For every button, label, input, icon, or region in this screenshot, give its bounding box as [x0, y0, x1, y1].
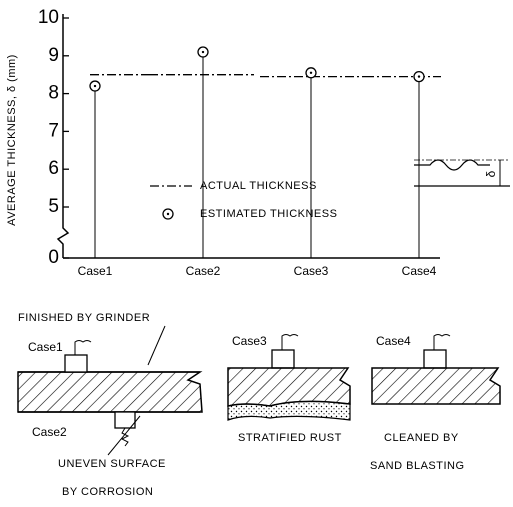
- x-tick-label: Case4: [402, 264, 437, 278]
- plate: [228, 368, 350, 406]
- legend: ACTUAL THICKNESS ESTIMATED THICKNESS: [150, 180, 337, 220]
- y-tick-label: 0: [48, 247, 59, 268]
- diagram-label: Case2: [32, 425, 67, 439]
- diagram-label: SAND BLASTING: [370, 460, 465, 472]
- diagram-panel: Case4 CLEANED BY SAND BLASTING: [370, 334, 500, 472]
- chart: AVERAGE THICKNESS, δ (mm) ACTUAL THICKNE…: [0, 0, 513, 507]
- diagram-panel: Case3 STRATIFIED RUST: [228, 334, 350, 444]
- diagram-label: STRATIFIED RUST: [238, 432, 342, 444]
- legend-label: ESTIMATED THICKNESS: [200, 208, 337, 220]
- estimated-marker-dot: [310, 72, 312, 74]
- diagram-label: UNEVEN SURFACE: [58, 458, 166, 470]
- diagram-label: Case4: [376, 334, 411, 348]
- diagram-label: CLEANED BY: [384, 432, 459, 444]
- diagram-label: FINISHED BY GRINDER: [18, 312, 150, 324]
- inset-sketch: δ: [414, 160, 510, 186]
- plate: [372, 368, 500, 404]
- diagram-panel: FINISHED BY GRINDER Case1 Case2 UNEVEN S…: [18, 312, 202, 498]
- legend-label: ACTUAL THICKNESS: [200, 180, 317, 192]
- diagram-label: Case1: [28, 340, 63, 354]
- page: AVERAGE THICKNESS, δ (mm) ACTUAL THICKNE…: [0, 0, 513, 507]
- sensor: [65, 355, 87, 372]
- diagram-label: Case3: [232, 334, 267, 348]
- y-tick-label: 7: [48, 120, 59, 141]
- y-tick-label: 5: [48, 196, 59, 217]
- y-tick-label: 9: [48, 45, 59, 66]
- estimated-marker-dot: [418, 75, 420, 77]
- x-tick-label: Case2: [186, 264, 221, 278]
- sensor: [424, 350, 446, 368]
- y-tick-label: 8: [48, 83, 59, 104]
- diagram-label: BY CORROSION: [62, 486, 153, 498]
- y-tick-label: 6: [48, 158, 59, 179]
- inset-label: δ: [484, 170, 498, 177]
- x-tick-label: Case1: [78, 264, 113, 278]
- x-tick-label: Case3: [294, 264, 329, 278]
- sensor: [272, 350, 294, 368]
- y-tick-label: 10: [38, 7, 59, 28]
- legend-marker-dot: [167, 213, 169, 215]
- estimated-marker-dot: [202, 51, 204, 53]
- rust-layer: [228, 401, 350, 420]
- y-axis-label: AVERAGE THICKNESS, δ (mm): [6, 54, 18, 226]
- estimated-marker-dot: [94, 85, 96, 87]
- plate: [18, 372, 202, 412]
- y-axis: [58, 14, 68, 258]
